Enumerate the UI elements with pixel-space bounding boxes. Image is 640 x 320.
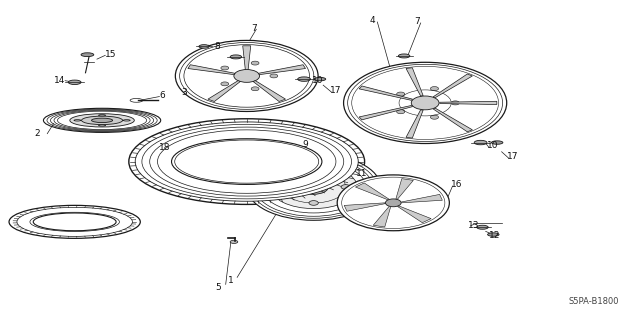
Ellipse shape: [291, 149, 300, 153]
Ellipse shape: [81, 116, 123, 124]
Ellipse shape: [397, 92, 405, 96]
Text: 9: 9: [302, 140, 308, 149]
Polygon shape: [188, 65, 235, 75]
Ellipse shape: [70, 114, 134, 127]
Ellipse shape: [299, 180, 328, 194]
Ellipse shape: [314, 77, 326, 81]
Ellipse shape: [74, 120, 81, 121]
Polygon shape: [243, 46, 251, 69]
Ellipse shape: [230, 55, 242, 59]
Text: 17: 17: [330, 86, 341, 95]
Polygon shape: [401, 195, 442, 203]
Ellipse shape: [298, 77, 310, 81]
Ellipse shape: [474, 140, 487, 145]
Polygon shape: [373, 206, 390, 227]
Ellipse shape: [99, 115, 106, 116]
Polygon shape: [397, 206, 431, 223]
Polygon shape: [433, 74, 472, 98]
Text: 4: 4: [370, 16, 375, 25]
Text: 16: 16: [451, 180, 462, 189]
Ellipse shape: [81, 53, 94, 57]
Text: S5PA-B1800: S5PA-B1800: [569, 297, 620, 306]
Ellipse shape: [68, 80, 81, 84]
Text: 13: 13: [468, 221, 479, 230]
Ellipse shape: [175, 40, 318, 111]
Text: 2: 2: [35, 129, 40, 138]
Polygon shape: [259, 65, 305, 75]
Text: 17: 17: [507, 152, 518, 161]
Ellipse shape: [251, 61, 259, 65]
Ellipse shape: [277, 185, 286, 189]
Ellipse shape: [99, 125, 106, 126]
Text: 10: 10: [487, 141, 499, 150]
Ellipse shape: [199, 45, 209, 48]
Ellipse shape: [123, 120, 130, 121]
Ellipse shape: [230, 240, 238, 244]
Polygon shape: [208, 81, 241, 101]
Circle shape: [337, 175, 449, 231]
Ellipse shape: [129, 119, 365, 204]
Ellipse shape: [135, 122, 358, 201]
Ellipse shape: [412, 96, 439, 110]
Ellipse shape: [430, 115, 438, 119]
Text: 5: 5: [215, 283, 221, 292]
Ellipse shape: [344, 62, 507, 143]
Circle shape: [385, 199, 401, 207]
Ellipse shape: [398, 54, 410, 58]
Text: 10: 10: [312, 76, 323, 85]
Ellipse shape: [341, 185, 351, 189]
Ellipse shape: [309, 201, 318, 205]
Text: 12: 12: [489, 231, 500, 240]
Ellipse shape: [492, 141, 503, 144]
Polygon shape: [355, 183, 389, 200]
Ellipse shape: [430, 87, 438, 91]
Ellipse shape: [251, 87, 259, 91]
Polygon shape: [440, 101, 497, 105]
Polygon shape: [406, 110, 423, 138]
Polygon shape: [253, 81, 285, 101]
Ellipse shape: [221, 66, 228, 70]
Text: 8: 8: [215, 42, 221, 51]
Text: 18: 18: [159, 143, 171, 152]
Ellipse shape: [488, 233, 499, 236]
Text: 6: 6: [159, 92, 165, 100]
Text: 7: 7: [414, 17, 420, 26]
Ellipse shape: [221, 82, 228, 86]
Ellipse shape: [270, 165, 357, 209]
Polygon shape: [396, 179, 413, 199]
Ellipse shape: [309, 169, 318, 173]
Ellipse shape: [92, 118, 113, 123]
Polygon shape: [344, 203, 385, 211]
Text: 1: 1: [228, 276, 234, 285]
Text: 15: 15: [104, 50, 116, 59]
Ellipse shape: [477, 225, 488, 229]
Text: 7: 7: [251, 24, 257, 33]
Text: 14: 14: [54, 76, 65, 84]
Polygon shape: [406, 68, 423, 96]
Ellipse shape: [451, 101, 460, 105]
Polygon shape: [433, 108, 472, 132]
Ellipse shape: [270, 74, 278, 78]
Ellipse shape: [172, 139, 322, 184]
Polygon shape: [359, 106, 413, 120]
Ellipse shape: [234, 69, 260, 82]
Text: 3: 3: [181, 88, 187, 97]
Polygon shape: [359, 86, 413, 100]
Ellipse shape: [397, 110, 405, 114]
Text: 11: 11: [356, 169, 367, 178]
Ellipse shape: [246, 154, 381, 220]
Ellipse shape: [9, 205, 140, 238]
